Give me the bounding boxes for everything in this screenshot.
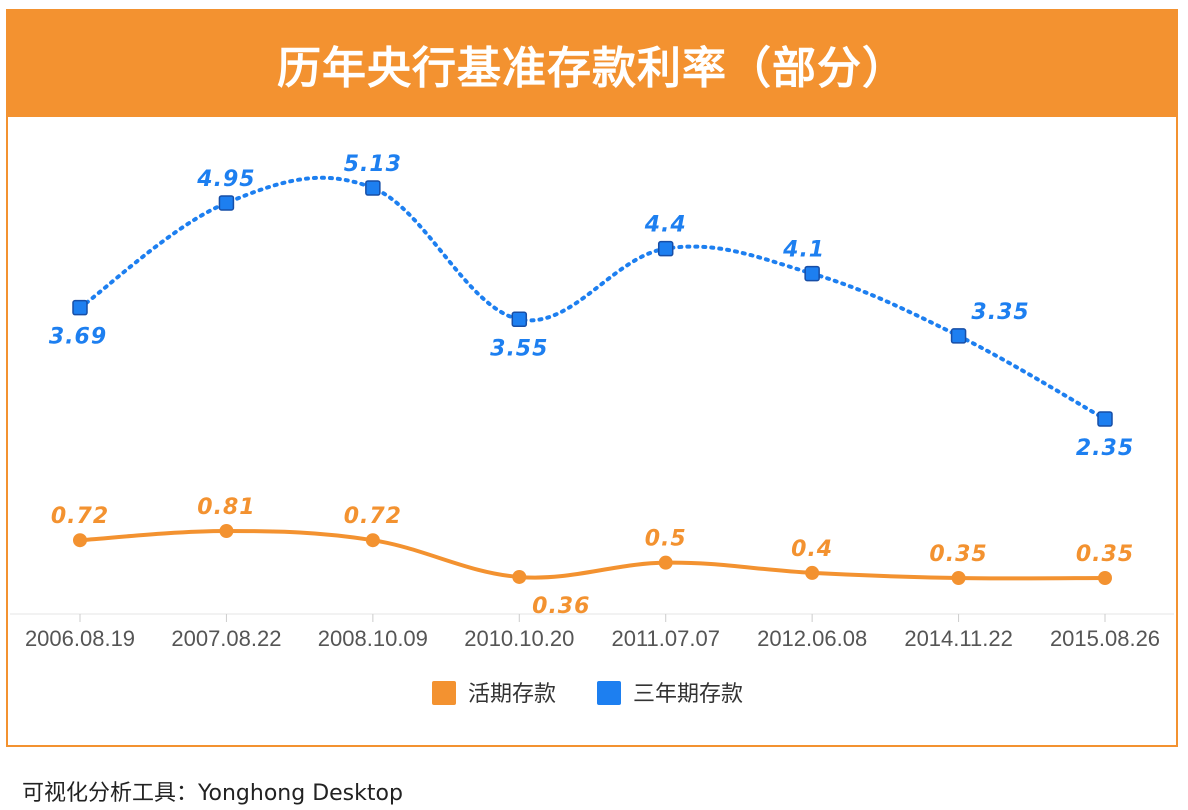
data-point[interactable] bbox=[511, 311, 528, 328]
data-point[interactable] bbox=[512, 569, 527, 584]
data-label: 2.35 bbox=[1076, 436, 1134, 461]
x-tick-label: 2012.06.08 bbox=[757, 626, 867, 651]
chart-frame: 历年央行基准存款利率（部分） bbox=[6, 9, 1178, 747]
chart-title: 历年央行基准存款利率（部分） bbox=[277, 43, 907, 94]
data-point[interactable] bbox=[72, 299, 88, 316]
data-label: 0.35 bbox=[929, 542, 987, 567]
data-point[interactable] bbox=[218, 195, 235, 211]
data-point[interactable] bbox=[219, 524, 234, 538]
data-point[interactable] bbox=[1098, 571, 1112, 585]
title-bar: 历年央行基准存款利率（部分） bbox=[8, 11, 1176, 117]
data-label: 0.72 bbox=[51, 504, 109, 529]
x-tick-label: 2015.08.26 bbox=[1050, 626, 1160, 651]
legend-swatch bbox=[597, 681, 621, 705]
x-tick-label: 2008.10.09 bbox=[318, 626, 428, 651]
legend: 活期存款 三年期存款 bbox=[432, 681, 743, 707]
legend-swatch bbox=[432, 681, 456, 705]
legend-item[interactable]: 活期存款 bbox=[432, 681, 556, 707]
x-axis-labels: 2006.08.19 2007.08.22 2008.10.09 2010.10.20… bbox=[25, 626, 1160, 651]
legend-item[interactable]: 三年期存款 bbox=[597, 681, 743, 707]
data-point[interactable] bbox=[950, 328, 967, 344]
series-demand-deposit: 0.72 0.81 0.72 0.36 0.5 0.4 0.35 0.35 bbox=[51, 495, 1134, 619]
legend-label: 三年期存款 bbox=[633, 682, 743, 707]
data-point[interactable] bbox=[365, 533, 380, 548]
data-label: 0.5 bbox=[645, 527, 687, 552]
data-point[interactable] bbox=[365, 180, 381, 196]
data-point[interactable] bbox=[951, 571, 966, 585]
data-label: 0.72 bbox=[344, 504, 402, 529]
series-line bbox=[78, 175, 1107, 421]
legend-label: 活期存款 bbox=[468, 682, 556, 707]
series-line bbox=[78, 528, 1107, 581]
x-tick-label: 2007.08.22 bbox=[171, 626, 281, 651]
data-label: 0.4 bbox=[791, 537, 833, 562]
x-tick-label: 2014.11.22 bbox=[904, 626, 1012, 651]
data-label: 3.69 bbox=[49, 325, 107, 350]
data-point[interactable] bbox=[1097, 411, 1113, 427]
data-label: 4.1 bbox=[782, 238, 825, 263]
data-label: 3.55 bbox=[490, 336, 548, 361]
data-point[interactable] bbox=[73, 533, 87, 548]
data-point[interactable] bbox=[804, 265, 820, 282]
data-label: 0.36 bbox=[532, 594, 590, 619]
data-label: 3.35 bbox=[971, 300, 1029, 325]
data-label: 5.13 bbox=[344, 152, 402, 177]
data-label: 0.35 bbox=[1076, 542, 1134, 567]
footer-credit: 可视化分析工具：Yonghong Desktop bbox=[22, 781, 403, 806]
data-point[interactable] bbox=[658, 555, 673, 570]
data-label: 4.95 bbox=[196, 167, 255, 192]
data-point[interactable] bbox=[805, 565, 820, 580]
x-tick-label: 2011.07.07 bbox=[611, 626, 719, 651]
x-axis-ticks bbox=[79, 614, 1106, 622]
series-three-year-deposit: 3.69 4.95 5.13 3.55 4.4 4.1 3.35 2.35 bbox=[49, 152, 1134, 461]
series-layer: 0.72 0.81 0.72 0.36 0.5 0.4 0.35 0.35 3.69 4.95 5.… bbox=[49, 152, 1134, 619]
data-point[interactable] bbox=[657, 240, 674, 257]
x-tick-label: 2006.08.19 bbox=[25, 626, 135, 651]
x-tick-label: 2010.10.20 bbox=[464, 626, 574, 651]
data-label: 0.81 bbox=[197, 495, 255, 520]
data-label: 4.4 bbox=[644, 213, 687, 238]
